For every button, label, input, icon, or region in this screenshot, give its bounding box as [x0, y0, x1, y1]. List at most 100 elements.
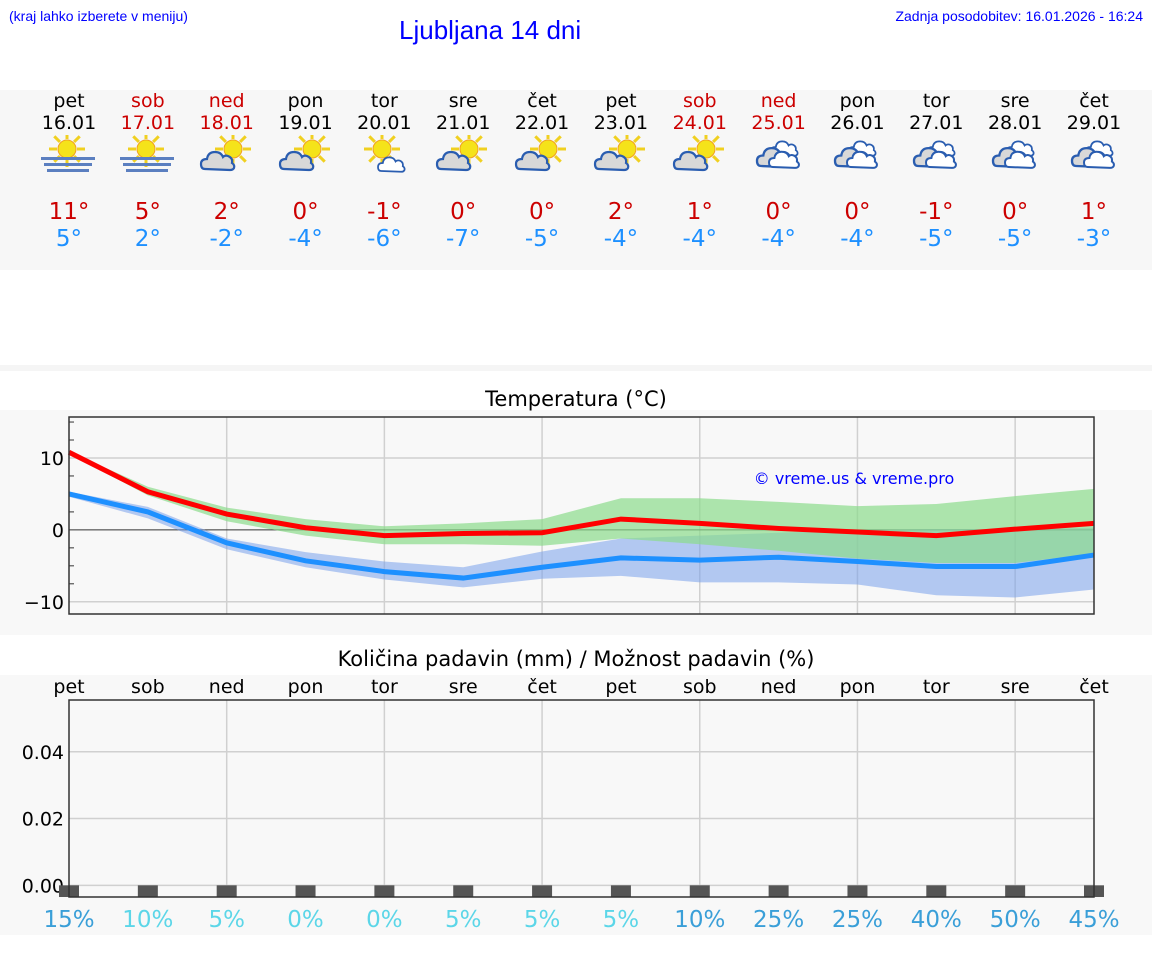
max-temperature-band: [69, 451, 1094, 563]
min-temperature: -4°: [603, 226, 639, 252]
cloudy-icon: [755, 140, 800, 169]
precipitation-chance: 25%: [832, 907, 883, 933]
precipitation-bar: [374, 885, 395, 897]
day-date: 17.01: [120, 112, 176, 134]
day-name: sob: [131, 90, 165, 112]
forecast-day: pon 26.01 0° -4°: [817, 90, 897, 270]
y-tick-label: 0.00: [22, 875, 64, 897]
day-label: sob: [683, 676, 717, 698]
city-menu-hint: (kraj lahko izberete v meniju): [9, 8, 188, 24]
min-temperature: -4°: [288, 226, 323, 252]
precipitation-chance: 45%: [1068, 907, 1119, 933]
min-temperature: -3°: [1076, 226, 1112, 252]
day-label: čet: [1079, 676, 1109, 698]
day-label: ned: [761, 676, 797, 698]
precipitation-chance: 0%: [287, 907, 324, 933]
day-label: sob: [131, 676, 165, 698]
forecast-day: čet 22.01 0° -5°: [502, 90, 582, 270]
precipitation-bar: [768, 885, 789, 897]
day-date: 29.01: [1066, 112, 1122, 134]
temperature-chart-title: Temperatura (°C): [485, 387, 667, 411]
day-date: 19.01: [278, 112, 333, 134]
sun-fog-icon: [119, 135, 174, 172]
cloudy-icon: [991, 140, 1037, 169]
max-temperature: 0°: [292, 199, 319, 225]
min-temperature: 2°: [134, 226, 161, 252]
day-label: čet: [527, 676, 557, 698]
min-temperature: -4°: [761, 226, 796, 252]
precipitation-chance: 5%: [603, 907, 640, 933]
page-title: Ljubljana 14 dni: [399, 15, 582, 45]
day-date: 26.01: [830, 112, 885, 134]
forecast-day: ned 25.01 0° -4°: [739, 90, 819, 270]
max-temperature: 0°: [528, 199, 556, 225]
last-update: Zadnja posodobitev: 16.01.2026 - 16:24: [895, 8, 1143, 24]
day-label: ned: [209, 676, 245, 698]
day-name: ned: [760, 90, 797, 112]
forecast-day: sre 28.01 0° -5°: [975, 90, 1055, 270]
precipitation-chance: 10%: [122, 907, 173, 933]
day-date: 22.01: [514, 112, 570, 134]
day-name: sob: [682, 90, 717, 112]
forecast-day: pet 23.01 2° -4°: [581, 90, 661, 270]
max-temperature-line: [67, 449, 1095, 539]
max-temperature: 0°: [450, 199, 477, 225]
precipitation-chart-title: Količina padavin (mm) / Možnost padavin …: [337, 647, 815, 671]
y-tick-label: 0.02: [22, 809, 64, 831]
day-date: 23.01: [593, 112, 649, 134]
day-label: pon: [288, 676, 324, 698]
forecast-day: pon 19.01 0° -4°: [266, 90, 346, 270]
mostly-sunny-icon: [364, 135, 406, 173]
precipitation-chance: 5%: [445, 907, 482, 933]
day-date: 16.01: [41, 112, 97, 134]
day-label: sre: [1001, 676, 1030, 698]
max-temperature: 1°: [1080, 199, 1108, 225]
min-temperature: -4°: [840, 226, 875, 252]
max-temperature: -1°: [919, 199, 954, 225]
day-name: pet: [53, 90, 85, 112]
plot-frame: [68, 416, 1095, 615]
day-label: pon: [840, 676, 876, 698]
precipitation-chance: 10%: [674, 907, 725, 933]
day-label: pet: [605, 676, 636, 698]
day-date: 27.01: [909, 112, 964, 134]
partly-cloudy-icon: [199, 135, 251, 172]
forecast-day: tor 27.01 -1° -5°: [896, 90, 976, 270]
day-name: tor: [370, 90, 398, 112]
cloudy-icon: [834, 140, 879, 169]
day-date: 24.01: [672, 112, 727, 134]
max-temperature: 0°: [765, 199, 792, 225]
day-name: sre: [448, 90, 478, 112]
day-name: pon: [839, 90, 876, 112]
max-temperature: 2°: [607, 199, 634, 225]
day-name: čet: [1079, 90, 1109, 112]
precipitation-bar: [295, 885, 316, 897]
day-label: tor: [923, 676, 950, 698]
max-temperature: 0°: [1002, 199, 1029, 225]
forecast-day: tor 20.01 -1° -6°: [344, 90, 424, 270]
max-temperature: 5°: [134, 199, 161, 225]
max-temperature: 11°: [48, 199, 90, 225]
forecast-day: ned 18.01 2° -2°: [187, 90, 267, 270]
day-name: tor: [922, 90, 950, 112]
min-temperature-band: [69, 491, 1094, 598]
max-temperature: -1°: [367, 199, 402, 225]
precipitation-bar: [216, 885, 237, 897]
day-name: čet: [527, 90, 557, 112]
precipitation-chart: pet sob ned pon tor sre čet pet sob ned pon tor sre č…: [22, 676, 1120, 933]
precipitation-chance: 0%: [366, 907, 403, 933]
day-name: pet: [605, 90, 637, 112]
cloudy-icon: [1070, 140, 1115, 169]
sun-fog-icon: [41, 135, 95, 172]
forecast-day: pet 16.01 11° 5°: [29, 90, 109, 270]
day-label: tor: [371, 676, 398, 698]
min-temperature: -5°: [524, 226, 560, 252]
day-date: 20.01: [357, 112, 412, 134]
min-temperature: -5°: [997, 226, 1033, 252]
day-date: 28.01: [987, 112, 1043, 134]
partly-cloudy-icon: [514, 135, 567, 172]
cloudy-icon: [913, 140, 958, 169]
y-tick-label: 0.04: [22, 742, 64, 764]
partly-cloudy-icon: [278, 135, 330, 172]
precipitation-bar: [926, 885, 947, 897]
